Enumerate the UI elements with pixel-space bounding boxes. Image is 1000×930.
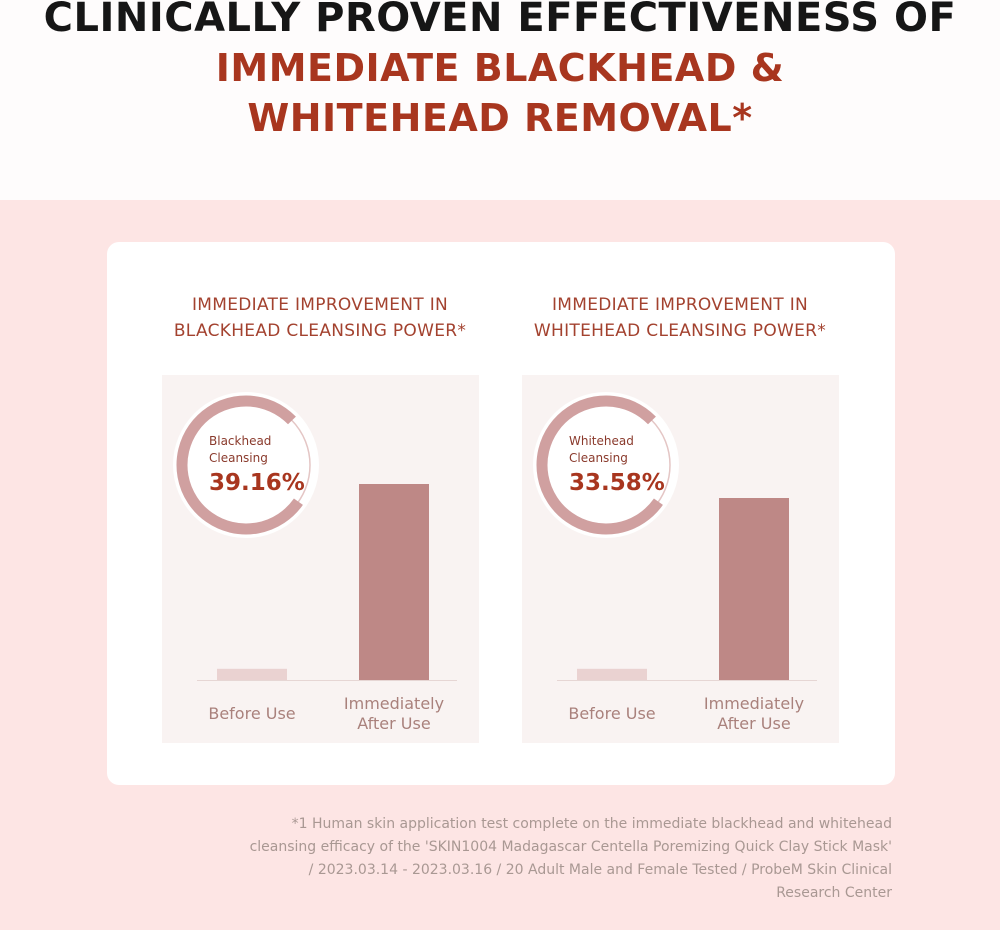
badge-ring-progress	[176, 395, 316, 535]
chart-title-line-1: IMMEDIATE IMPROVEMENT IN	[551, 295, 809, 315]
chart-panel-blackhead: Before Use Immediately After Use Blackhead C…	[162, 375, 479, 743]
chart-title-line-2: BLACKHEAD CLEANSING POWER*	[173, 321, 467, 341]
badge-value: 39.16%	[209, 470, 305, 496]
badge-background	[533, 392, 679, 538]
page-header: CLINICALLY PROVEN EFFECTIVENESS OF IMMED…	[0, 0, 1000, 200]
badge-label-line-1: Whitehead	[569, 434, 634, 448]
chart-title-line-1: IMMEDIATE IMPROVEMENT IN	[191, 295, 449, 315]
bar-before-use	[217, 668, 287, 680]
category-label-line-1: Immediately	[704, 694, 804, 713]
chart-panel-whitehead: Before Use Immediately After Use Whitehead C…	[522, 375, 839, 743]
badge-ring-progress	[536, 395, 676, 535]
chart-title-line-2: WHITEHEAD CLEANSING POWER*	[533, 321, 827, 341]
footnote-line-1: *1 Human skin application test complete …	[291, 816, 892, 832]
category-label: Before Use	[208, 704, 295, 723]
headline-line-3: WHITEHEAD REMOVAL*	[247, 96, 753, 140]
category-label-line-2: After Use	[357, 714, 430, 733]
bar-after-use	[719, 498, 789, 680]
bar-before-use	[577, 668, 647, 680]
badge-label-line-2: Cleansing	[209, 451, 268, 465]
chart-title-whitehead: IMMEDIATE IMPROVEMENT IN WHITEHEAD CLEAN…	[500, 292, 860, 344]
badge-value: 33.58%	[569, 470, 665, 496]
badge-label-line-1: Blackhead	[209, 434, 271, 448]
category-label: Before Use	[568, 704, 655, 723]
category-label-line-2: After Use	[717, 714, 790, 733]
category-label-line-1: Immediately	[344, 694, 444, 713]
footnote-line-2: cleansing efficacy of the 'SKIN1004 Mada…	[249, 839, 892, 855]
headline-line-2: IMMEDIATE BLACKHEAD &	[215, 46, 785, 90]
bar-after-use	[359, 484, 429, 680]
badge-label-line-2: Cleansing	[569, 451, 628, 465]
footnote-line-3: / 2023.03.14 - 2023.03.16 / 20 Adult Mal…	[308, 862, 892, 878]
headline-line-1: CLINICALLY PROVEN EFFECTIVENESS OF	[43, 0, 957, 41]
footnote: *1 Human skin application test complete …	[200, 813, 892, 905]
chart-title-blackhead: IMMEDIATE IMPROVEMENT IN BLACKHEAD CLEAN…	[140, 292, 500, 344]
badge-background	[173, 392, 319, 538]
footnote-line-4: Research Center	[776, 885, 892, 901]
